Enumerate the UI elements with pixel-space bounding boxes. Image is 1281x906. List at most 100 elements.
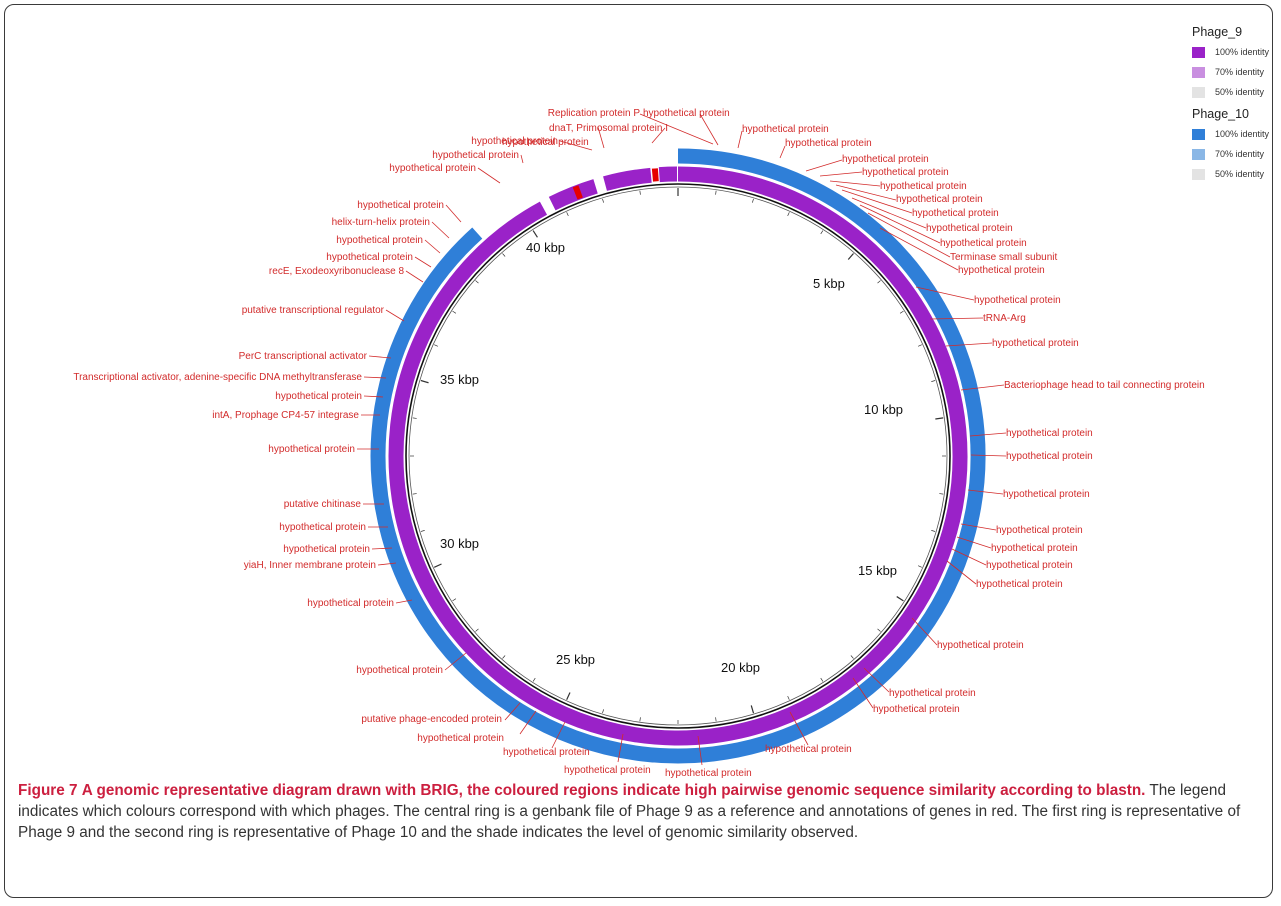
svg-text:PerC transcriptional activator: PerC transcriptional activator (239, 351, 368, 362)
svg-text:putative chitinase: putative chitinase (284, 499, 362, 510)
gene-annotation: hypothetical protein (841, 189, 999, 219)
svg-text:hypothetical protein: hypothetical protein (471, 136, 558, 147)
legend-group-phage-9: Phage_9 100% identity 70% identity 50% i… (1192, 25, 1269, 102)
svg-text:hypothetical protein: hypothetical protein (432, 150, 519, 161)
legend-item: 50% identity (1192, 82, 1269, 102)
gene-annotation: hypothetical protein (643, 108, 730, 146)
gene-annotation: hypothetical protein (665, 735, 752, 779)
gene-annotation: hypothetical protein (852, 677, 960, 715)
gene-annotation: hypothetical protein (564, 733, 651, 776)
figure-caption: Figure 7 A genomic representative diagra… (18, 780, 1263, 843)
gene-annotation: putative phage-encoded protein (361, 702, 521, 725)
svg-text:intA, Prophage CP4-57 integras: intA, Prophage CP4-57 integrase (212, 410, 359, 421)
gene-annotation: Terminase small subunit (867, 212, 1057, 263)
svg-text:hypothetical protein: hypothetical protein (643, 108, 730, 119)
svg-text:putative phage-encoded protein: putative phage-encoded protein (361, 714, 502, 725)
minor-tick (475, 628, 479, 632)
svg-text:Replication protein P: Replication protein P (548, 108, 641, 119)
gene-annotation: hypothetical protein (863, 667, 976, 699)
legend-label: 100% identity (1215, 129, 1270, 139)
svg-text:hypothetical protein: hypothetical protein (996, 525, 1083, 536)
gene-annotation: hypothetical protein (969, 428, 1093, 439)
svg-text:hypothetical protein: hypothetical protein (503, 747, 590, 758)
kbp-label: 40 kbp (526, 240, 565, 255)
svg-text:hypothetical protein: hypothetical protein (336, 235, 423, 246)
minor-tick (434, 344, 439, 347)
gene-annotation: hypothetical protein (268, 444, 379, 455)
svg-text:hypothetical protein: hypothetical protein (564, 765, 651, 776)
svg-text:hypothetical protein: hypothetical protein (268, 444, 355, 455)
gene-annotation: hypothetical protein (915, 286, 1061, 306)
gene-annotation: hypothetical protein (946, 560, 1063, 590)
minor-tick (715, 190, 717, 195)
legend-swatch (1192, 86, 1205, 98)
gene-annotation: hypothetical protein (970, 451, 1093, 462)
kbp-labels: 5 kbp 10 kbp 15 kbp 20 kbp 25 kbp 30 kbp… (440, 240, 903, 675)
legend-swatch (1192, 148, 1205, 160)
minor-tick (877, 280, 881, 284)
minor-tick (639, 190, 641, 195)
caption-title: A genomic representative diagram drawn w… (81, 782, 1146, 799)
scale-ticks (410, 188, 946, 724)
svg-text:hypothetical protein: hypothetical protein (873, 704, 960, 715)
svg-text:hypothetical protein: hypothetical protein (896, 194, 983, 205)
minor-tick (917, 565, 922, 568)
major-tick (532, 230, 538, 238)
gene-annotation: hypothetical protein (945, 338, 1079, 349)
legend-label: 50% identity (1215, 87, 1265, 97)
legend-group-phage-10: Phage_10 100% identity 70% identity 50% … (1192, 107, 1269, 184)
minor-tick (566, 212, 569, 217)
svg-text:tRNA-Arg: tRNA-Arg (983, 313, 1026, 324)
gene-annotation: hypothetical protein (417, 710, 537, 744)
minor-tick (412, 417, 417, 419)
gene-annotation: hypothetical protein (835, 184, 983, 205)
svg-text:hypothetical protein: hypothetical protein (356, 665, 443, 676)
legend-item: 50% identity (1192, 164, 1269, 184)
brig-circular-diagram: 5 kbp 10 kbp 15 kbp 20 kbp 25 kbp 30 kbp… (73, 108, 1204, 779)
minor-tick (787, 695, 790, 700)
legend-item: 70% identity (1192, 62, 1269, 82)
svg-text:hypothetical protein: hypothetical protein (976, 579, 1063, 590)
phage-9-ring-segment (548, 179, 598, 211)
svg-text:Transcriptional activator, ade: Transcriptional activator, adenine-speci… (73, 372, 362, 383)
minor-tick (475, 280, 479, 284)
minor-tick (931, 380, 936, 382)
svg-text:recE, Exodeoxyribonuclease 8: recE, Exodeoxyribonuclease 8 (269, 266, 405, 277)
minor-tick (532, 677, 536, 682)
minor-tick (917, 344, 922, 347)
svg-text:hypothetical protein: hypothetical protein (665, 768, 752, 779)
minor-tick (820, 230, 824, 235)
gene-annotation: hypothetical protein (960, 523, 1083, 536)
phage-10-ring (370, 148, 986, 764)
svg-text:hypothetical protein: hypothetical protein (1003, 489, 1090, 500)
gene-annotation: hypothetical protein (911, 617, 1024, 651)
gene-annotation: yiaH, Inner membrane protein (244, 560, 397, 571)
svg-text:hypothetical protein: hypothetical protein (991, 543, 1078, 554)
svg-text:hypothetical protein: hypothetical protein (842, 154, 929, 165)
legend-item: 100% identity (1192, 124, 1269, 144)
legend-swatch (1192, 128, 1205, 140)
svg-text:hypothetical protein: hypothetical protein (940, 238, 1027, 249)
gene-annotation: hypothetical protein (279, 522, 388, 533)
gene-annotation: putative transcriptional regulator (242, 305, 405, 322)
caption-body: The legend indicates which colours corre… (18, 782, 1241, 841)
svg-text:hypothetical protein: hypothetical protein (1006, 451, 1093, 462)
svg-text:hypothetical protein: hypothetical protein (880, 181, 967, 192)
minor-tick (787, 212, 790, 217)
reference-backbone (405, 183, 951, 729)
minor-tick (602, 198, 604, 203)
legend-item: 100% identity (1192, 42, 1269, 62)
minor-tick (502, 253, 506, 257)
legend-label: 70% identity (1215, 149, 1265, 159)
minor-tick (752, 198, 754, 203)
gene-annotation: hypothetical protein (805, 154, 929, 172)
svg-text:yiaH, Inner membrane protein: yiaH, Inner membrane protein (244, 560, 376, 571)
legend-swatch (1192, 168, 1205, 180)
gene-annotation: hypothetical protein (336, 235, 441, 254)
major-tick (433, 563, 442, 568)
svg-text:putative transcriptional regul: putative transcriptional regulator (242, 305, 385, 316)
svg-text:hypothetical protein: hypothetical protein (765, 744, 852, 755)
minor-tick (420, 530, 425, 532)
gene-annotation: PerC transcriptional activator (239, 351, 392, 362)
svg-text:hypothetical protein: hypothetical protein (357, 200, 444, 211)
